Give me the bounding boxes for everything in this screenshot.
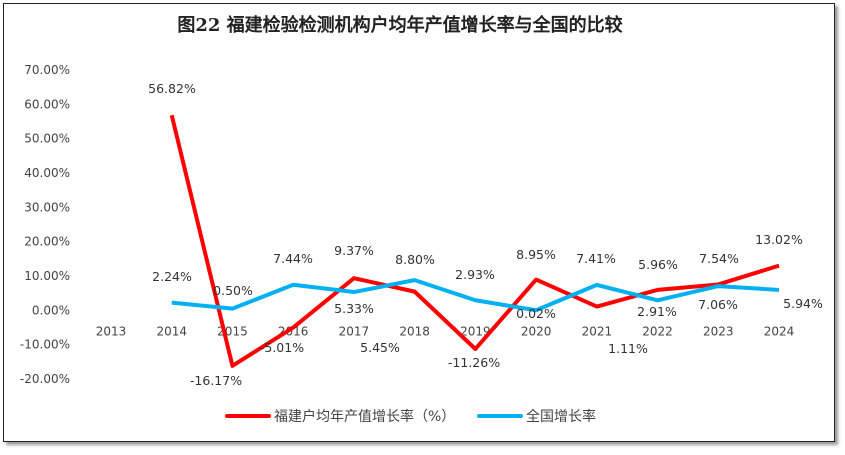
legend-label: 福建户均年产值增长率（%） [274,408,455,425]
data-label: 7.41% [576,251,616,266]
series-line-0 [169,114,780,368]
y-tick-label: 60.00% [24,97,70,111]
x-tick-label: 2013 [96,324,127,338]
x-tick-label: 2014 [156,324,187,338]
y-tick-label: -20.00% [20,372,70,386]
data-label: -16.17% [190,373,242,388]
data-label: 2.24% [152,269,192,284]
data-label: 5.94% [783,296,823,311]
y-tick-label: 50.00% [24,132,70,146]
chart-frame [3,3,835,442]
y-tick-label: 70.00% [24,63,70,77]
x-tick-label: 2024 [764,324,795,338]
data-label: 5.96% [638,257,678,272]
data-label: 0.02% [516,306,556,321]
data-label: 2.93% [455,267,495,282]
data-label: 8.80% [395,252,435,267]
data-label: 2.91% [637,304,677,319]
data-label: 5.45% [360,340,400,355]
data-label: 9.37% [334,243,374,258]
y-tick-label: 20.00% [24,235,70,249]
legend-label: 全国增长率 [526,408,596,425]
data-label: 5.33% [334,301,374,316]
x-tick-label: 2019 [460,324,491,338]
x-tick-label: 2023 [703,324,734,338]
x-tick-label: 2021 [582,324,613,338]
data-label: 8.95% [516,247,556,262]
y-tick-label: 0.00% [32,303,70,317]
x-tick-label: 2020 [521,324,552,338]
x-tick-label: 2017 [339,324,370,338]
data-label: 7.54% [699,251,739,266]
y-tick-label: -10.00% [20,338,70,352]
data-label: -5.01% [260,340,304,355]
y-tick-label: 40.00% [24,166,70,180]
series-line-1 [171,278,780,313]
data-label: 13.02% [755,232,803,247]
chart-title: 图22 福建检验检测机构户均年产值增长率与全国的比较 [177,14,622,36]
y-tick-label: 30.00% [24,200,70,214]
data-label: 56.82% [148,81,196,96]
x-tick-label: 2018 [399,324,430,338]
data-label: 7.06% [698,297,738,312]
data-label: -11.26% [448,355,500,370]
y-tick-label: 10.00% [24,269,70,283]
x-tick-label: 2022 [642,324,673,338]
data-label: 7.44% [273,251,313,266]
data-label: 0.50% [213,283,253,298]
data-label: 1.11% [608,341,648,356]
x-tick-label: 2016 [278,324,309,338]
